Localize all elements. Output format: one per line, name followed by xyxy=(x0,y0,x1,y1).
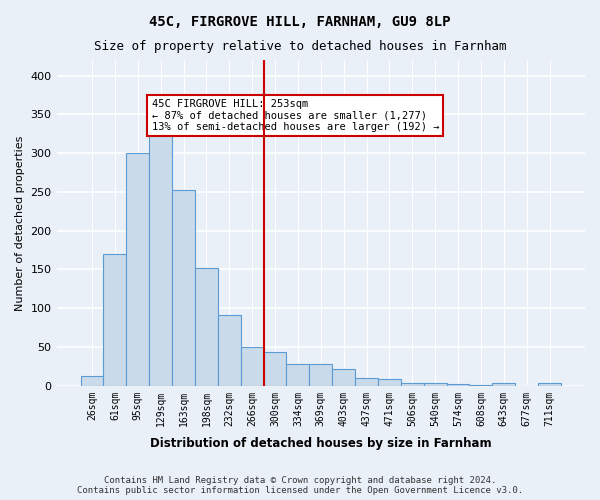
Bar xyxy=(286,364,310,386)
Bar xyxy=(103,254,127,386)
Bar xyxy=(310,364,332,386)
Bar xyxy=(469,385,493,386)
Bar xyxy=(446,384,469,386)
Bar xyxy=(149,132,172,386)
Bar xyxy=(172,190,195,386)
Bar xyxy=(80,376,103,386)
Bar xyxy=(538,382,561,386)
Text: Contains HM Land Registry data © Crown copyright and database right 2024.
Contai: Contains HM Land Registry data © Crown c… xyxy=(77,476,523,495)
Bar xyxy=(218,315,241,386)
Text: Size of property relative to detached houses in Farnham: Size of property relative to detached ho… xyxy=(94,40,506,53)
Text: 45C FIRGROVE HILL: 253sqm
← 87% of detached houses are smaller (1,277)
13% of se: 45C FIRGROVE HILL: 253sqm ← 87% of detac… xyxy=(152,99,439,132)
Bar xyxy=(241,347,263,386)
Y-axis label: Number of detached properties: Number of detached properties xyxy=(15,135,25,310)
Bar xyxy=(493,384,515,386)
Bar xyxy=(195,268,218,386)
X-axis label: Distribution of detached houses by size in Farnham: Distribution of detached houses by size … xyxy=(150,437,491,450)
Bar xyxy=(127,153,149,386)
Bar xyxy=(332,370,355,386)
Bar xyxy=(401,382,424,386)
Bar xyxy=(263,352,286,386)
Bar xyxy=(424,382,446,386)
Text: 45C, FIRGROVE HILL, FARNHAM, GU9 8LP: 45C, FIRGROVE HILL, FARNHAM, GU9 8LP xyxy=(149,15,451,29)
Bar xyxy=(355,378,378,386)
Bar xyxy=(378,379,401,386)
